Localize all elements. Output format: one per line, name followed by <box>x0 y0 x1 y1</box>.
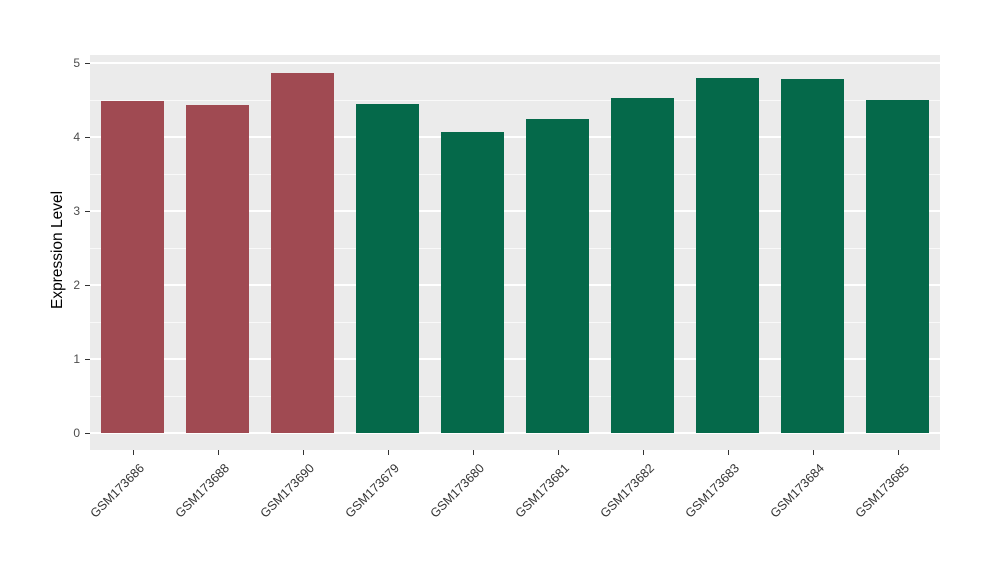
x-tick-mark <box>812 450 814 455</box>
gridline-major <box>90 284 940 286</box>
x-tick-label-text: GSM173685 <box>852 461 913 521</box>
x-tick-mark <box>727 450 729 455</box>
x-tick-label-text: GSM173686 <box>87 461 148 521</box>
gridline-major <box>90 432 940 434</box>
x-tick-label-text: GSM173684 <box>767 461 828 521</box>
bar-GSM173684 <box>780 78 845 433</box>
y-tick-mark <box>85 63 90 64</box>
bar-GSM173682 <box>610 97 675 433</box>
bar-GSM173685 <box>865 100 930 433</box>
y-tick-mark <box>85 285 90 286</box>
y-tick-label-1: 1 <box>73 352 80 366</box>
x-tick-label-text: GSM173688 <box>172 461 233 521</box>
x-tick-label-text: GSM173680 <box>427 461 488 521</box>
gridline-minor <box>90 396 940 397</box>
gridline-minor <box>90 174 940 175</box>
bar-GSM173690 <box>270 72 335 433</box>
x-tick-mark <box>302 450 304 455</box>
bar-GSM173681 <box>525 118 590 433</box>
gridline-major <box>90 62 940 64</box>
bar-GSM173679 <box>355 103 420 433</box>
gridline-major <box>90 210 940 212</box>
bar-GSM173686 <box>100 101 165 433</box>
y-tick-label-2: 2 <box>73 278 80 292</box>
x-tick-mark <box>217 450 219 455</box>
x-tick-label-text: GSM173682 <box>597 461 658 521</box>
gridline-minor <box>90 100 940 101</box>
x-tick-label-text: GSM173690 <box>257 461 318 521</box>
bar-GSM173683 <box>695 77 760 433</box>
x-tick-mark <box>557 450 559 455</box>
y-tick-mark <box>85 211 90 212</box>
y-tick-label-4: 4 <box>73 130 80 144</box>
gridline-major <box>90 136 940 138</box>
y-tick-label-5: 5 <box>73 56 80 70</box>
gridline-major <box>90 358 940 360</box>
x-tick-mark <box>642 450 644 455</box>
gridline-minor <box>90 322 940 323</box>
y-tick-mark <box>85 137 90 138</box>
gridline-minor <box>90 248 940 249</box>
y-tick-label-0: 0 <box>73 426 80 440</box>
y-tick-mark <box>85 359 90 360</box>
x-tick-mark <box>897 450 899 455</box>
plot-panel <box>90 55 940 450</box>
x-tick-mark <box>132 450 134 455</box>
x-tick-label-text: GSM173683 <box>682 461 743 521</box>
bar-GSM173680 <box>440 131 505 433</box>
y-tick-label-3: 3 <box>73 204 80 218</box>
x-tick-label-text: GSM173679 <box>342 461 403 521</box>
x-tick-mark <box>387 450 389 455</box>
bar-GSM173688 <box>185 105 250 433</box>
x-tick-label-text: GSM173681 <box>512 461 573 521</box>
x-tick-mark <box>472 450 474 455</box>
y-tick-mark <box>85 433 90 434</box>
